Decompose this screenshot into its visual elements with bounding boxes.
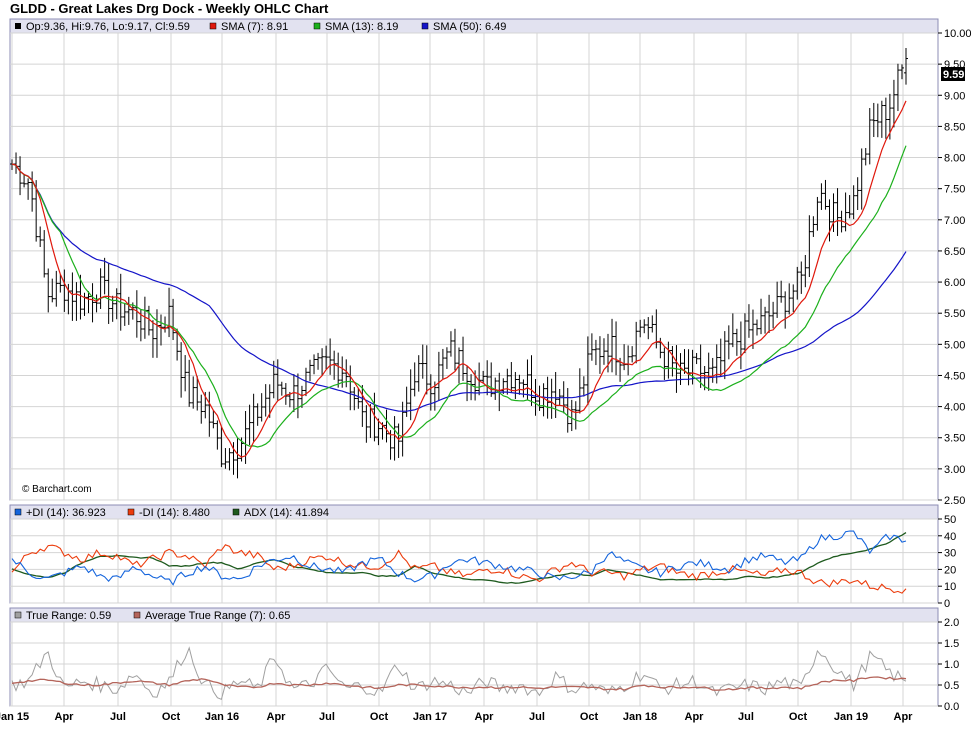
x-tick-label: Oct bbox=[370, 711, 389, 723]
x-tick-label: Jan 17 bbox=[413, 711, 447, 723]
x-tick-label: Apr bbox=[475, 711, 495, 723]
price-tick-label: 9.00 bbox=[944, 90, 965, 102]
price-tick-label: 4.00 bbox=[944, 402, 965, 414]
x-tick-label: Apr bbox=[55, 711, 75, 723]
price-tick-label: 4.50 bbox=[944, 370, 965, 382]
x-tick-label: Jul bbox=[110, 711, 126, 723]
x-tick-label: Jul bbox=[319, 711, 335, 723]
tr-tick-label: 0.0 bbox=[944, 701, 959, 713]
x-tick-label: Oct bbox=[789, 711, 808, 723]
adx-legend-swatch bbox=[232, 508, 240, 516]
sma50-legend-swatch bbox=[421, 22, 429, 30]
price-tick-label: 2.50 bbox=[944, 495, 965, 507]
sma7-legend-swatch bbox=[209, 22, 217, 30]
x-tick-label: Oct bbox=[162, 711, 181, 723]
sma7-line bbox=[11, 100, 907, 458]
mdi-line bbox=[11, 544, 907, 594]
sma50-line bbox=[11, 163, 907, 412]
copyright-text: © Barchart.com bbox=[22, 484, 92, 495]
mdi-legend-text: -DI (14): 8.480 bbox=[139, 507, 210, 519]
sma7-legend-text: SMA (7): 8.91 bbox=[221, 21, 288, 33]
price-tick-label: 6.00 bbox=[944, 277, 965, 289]
chart-title: GLDD - Great Lakes Drg Dock - Weekly OHL… bbox=[10, 1, 329, 16]
dmi-y-axis: 0 10 20 30 40 50 bbox=[938, 514, 956, 610]
atr-legend-swatch bbox=[133, 611, 141, 619]
dmi-gridlines bbox=[10, 518, 938, 604]
tr-legend-swatch bbox=[14, 611, 22, 619]
pdi-legend-text: +DI (14): 36.923 bbox=[26, 507, 106, 519]
dmi-tick-label: 0 bbox=[944, 598, 950, 610]
tr-tick-label: 0.5 bbox=[944, 680, 959, 692]
x-tick-label: Jul bbox=[738, 711, 754, 723]
price-y-axis: 2.50 3.00 3.50 4.00 4.50 5.00 5.50 6.00 6.50 7.00… bbox=[938, 28, 972, 507]
sma13-legend-text: SMA (13): 8.19 bbox=[325, 21, 398, 33]
tr-tick-label: 1.5 bbox=[944, 638, 959, 650]
x-tick-label: Jan 18 bbox=[623, 711, 657, 723]
mdi-legend-swatch bbox=[127, 508, 135, 516]
x-tick-label: Oct bbox=[580, 711, 599, 723]
last-price-marker bbox=[941, 67, 965, 81]
tr-legend-text: True Range: 0.59 bbox=[26, 610, 111, 622]
dmi-plot-area bbox=[9, 518, 939, 604]
price-tick-label: 3.00 bbox=[944, 464, 965, 476]
adx-legend-text: ADX (14): 41.894 bbox=[244, 507, 329, 519]
atr-line bbox=[11, 676, 907, 691]
dmi-tick-label: 50 bbox=[944, 514, 956, 526]
x-tick-label: Apr bbox=[685, 711, 705, 723]
x-tick-label: Apr bbox=[894, 711, 914, 723]
price-tick-label: 6.50 bbox=[944, 246, 965, 258]
x-tick-label: Jan 19 bbox=[834, 711, 868, 723]
price-tick-label: 7.00 bbox=[944, 215, 965, 227]
price-tick-label: 10.00 bbox=[944, 28, 972, 40]
price-tick-label: 7.50 bbox=[944, 184, 965, 196]
x-tick-label: Jan 15 bbox=[0, 711, 29, 723]
x-tick-label: Jan 16 bbox=[205, 711, 239, 723]
price-tick-label: 5.00 bbox=[944, 339, 965, 351]
sma13-legend-swatch bbox=[313, 22, 321, 30]
price-tick-label: 5.50 bbox=[944, 308, 965, 320]
ohlc-legend-text: Op:9.36, Hi:9.76, Lo:9.17, Cl:9.59 bbox=[26, 21, 190, 33]
dmi-tick-label: 30 bbox=[944, 548, 956, 560]
sma13-line bbox=[11, 145, 907, 448]
price-tick-label: 3.50 bbox=[944, 433, 965, 445]
pdi-legend-swatch bbox=[14, 508, 22, 516]
price-tick-label: 8.00 bbox=[944, 153, 965, 165]
sma50-legend-text: SMA (50): 6.49 bbox=[433, 21, 506, 33]
adx-line bbox=[11, 532, 907, 584]
tr-tick-label: 1.0 bbox=[944, 659, 959, 671]
x-tick-label: Jul bbox=[529, 711, 545, 723]
dmi-tick-label: 40 bbox=[944, 531, 956, 543]
tr-tick-label: 2.0 bbox=[944, 617, 959, 629]
true-range-line bbox=[11, 646, 907, 700]
atr-legend-text: Average True Range (7): 0.65 bbox=[145, 610, 290, 622]
price-gridlines bbox=[10, 32, 938, 501]
last-price-label: 9.59 bbox=[943, 69, 964, 81]
dmi-tick-label: 20 bbox=[944, 564, 956, 576]
tr-y-axis: 0.0 0.5 1.0 1.5 2.0 bbox=[938, 617, 959, 713]
price-plot-area bbox=[9, 32, 939, 501]
tr-gridlines bbox=[10, 621, 938, 707]
price-tick-label: 8.50 bbox=[944, 121, 965, 133]
x-tick-label: Apr bbox=[267, 711, 287, 723]
pdi-line bbox=[11, 530, 907, 586]
ohlc-legend-swatch bbox=[15, 23, 21, 29]
x-axis: Jan 15 Apr Jul Oct Jan 16 Apr Jul Oct Jan 17 Apr J… bbox=[0, 711, 913, 723]
dmi-tick-label: 10 bbox=[944, 581, 956, 593]
